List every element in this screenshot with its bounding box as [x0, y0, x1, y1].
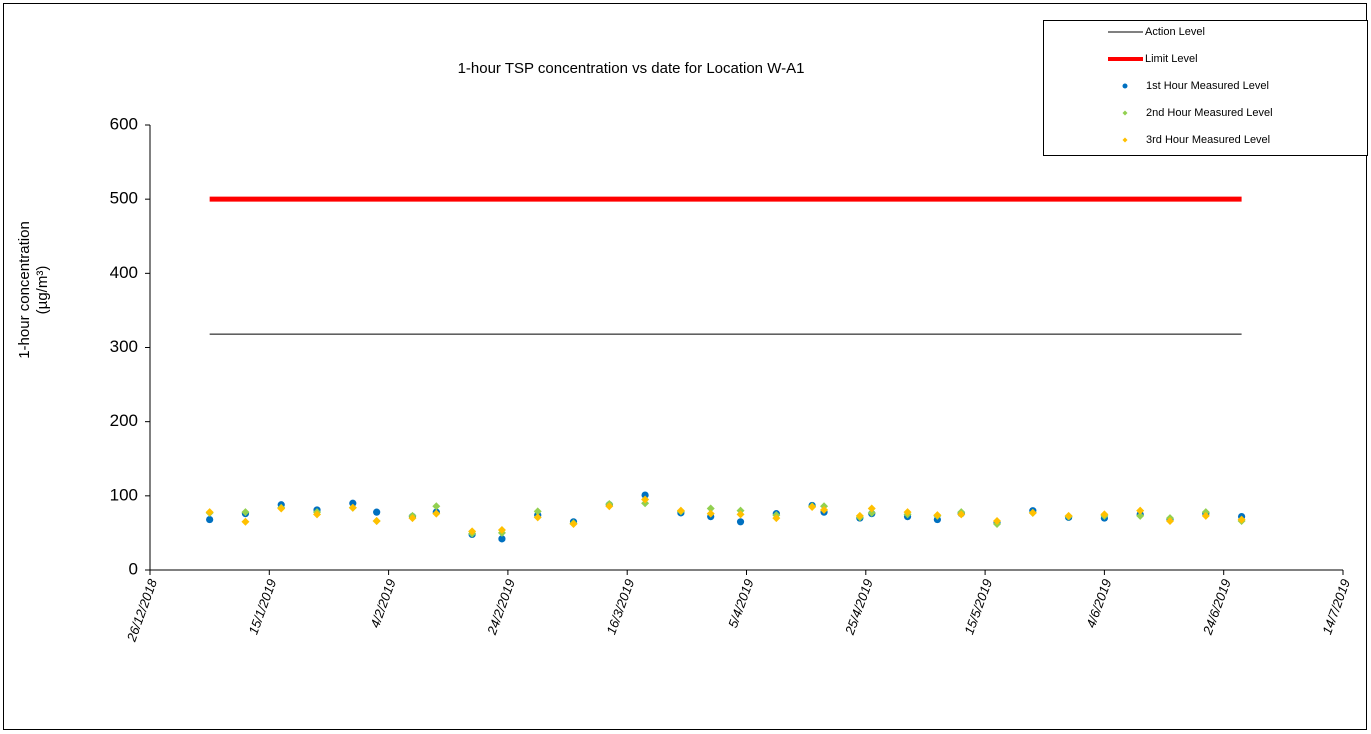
data-point [348, 503, 357, 512]
data-point [408, 514, 417, 523]
data-point [432, 509, 441, 518]
data-point [205, 508, 214, 517]
data-point [676, 506, 685, 515]
y-tick-label: 400 [110, 263, 138, 282]
data-point [736, 518, 745, 526]
y-axis-title-line: 1-hour concentration [16, 221, 33, 359]
data-point [772, 514, 781, 523]
data-point [957, 510, 966, 519]
data-point [432, 502, 441, 511]
data-point [1136, 511, 1145, 520]
data-point [241, 517, 250, 526]
data-point [641, 491, 649, 499]
legend-label: Limit Level [1145, 53, 1198, 65]
y-tick-label: 0 [129, 559, 138, 578]
legend-swatch [1122, 137, 1128, 143]
data-point [1028, 508, 1037, 517]
data-point [820, 505, 829, 514]
data-point [277, 504, 286, 513]
data-point [1136, 506, 1145, 515]
data-point [867, 504, 876, 513]
y-tick-label: 200 [110, 411, 138, 430]
data-point [533, 507, 542, 516]
data-point [1064, 511, 1073, 520]
y-tick-label: 600 [110, 114, 138, 133]
data-point [206, 515, 214, 524]
data-point [372, 517, 381, 526]
legend-label: Action Level [1145, 26, 1205, 38]
data-point [497, 525, 506, 534]
data-point [641, 495, 650, 504]
data-point [933, 511, 942, 520]
data-point [349, 499, 357, 507]
legend-swatch [1122, 83, 1128, 89]
y-tick-label: 300 [110, 337, 138, 356]
data-point [241, 508, 250, 517]
chart-title: 1-hour TSP concentration vs date for Loc… [458, 60, 805, 77]
data-point [903, 508, 912, 517]
data-point [373, 508, 381, 516]
data-point [1166, 517, 1175, 526]
data-point [706, 509, 715, 518]
data-point [855, 511, 864, 520]
y-tick-label: 500 [110, 189, 138, 208]
data-point [533, 513, 542, 522]
data-point [569, 520, 578, 529]
legend-swatch [1122, 110, 1128, 116]
data-point [706, 504, 715, 513]
legend-label: 1st Hour Measured Level [1146, 80, 1269, 92]
data-point [808, 502, 817, 511]
data-point [1237, 515, 1246, 524]
data-point [1100, 510, 1109, 519]
y-axis-title-line: (µg/m³) [34, 266, 51, 315]
y-tick-label: 100 [110, 485, 138, 504]
data-point [313, 510, 322, 519]
legend-label: 3rd Hour Measured Level [1146, 134, 1270, 146]
data-point [736, 510, 745, 519]
data-point [605, 502, 614, 511]
data-point [468, 527, 477, 536]
data-point [867, 508, 876, 517]
y-axis-title: 1-hour concentration (µg/m³) [16, 221, 51, 359]
legend-label: 2nd Hour Measured Level [1146, 107, 1273, 119]
legend-box [1043, 20, 1368, 156]
data-point [498, 535, 506, 543]
data-point [993, 517, 1002, 526]
data-point [1201, 511, 1210, 520]
